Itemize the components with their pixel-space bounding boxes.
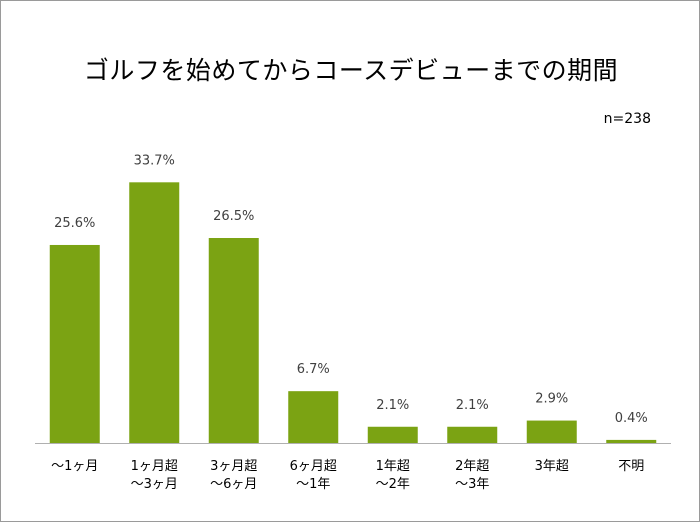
- value-label-6: 2.1%: [456, 398, 489, 413]
- category-label-4-line-2: ～1年: [296, 477, 330, 492]
- bar-2: [129, 182, 179, 443]
- chart-frame: ゴルフを始めてからコースデビューまでの期間 n=238 25.6% ～1ヶ月 33.…: [0, 0, 700, 522]
- value-label-2: 33.7%: [134, 153, 175, 168]
- category-label-6-line-2: ～3年: [455, 477, 489, 492]
- bar-5: [368, 427, 418, 443]
- category-label-7-line-1: 3年超: [535, 459, 569, 474]
- bar-7: [527, 421, 577, 443]
- category-label-8-line-1: 不明: [618, 459, 644, 474]
- bar-8: [606, 440, 656, 443]
- value-label-5: 2.1%: [376, 398, 409, 413]
- value-label-8: 0.4%: [615, 411, 648, 426]
- bar-chart: 25.6% ～1ヶ月 33.7% 1ヶ月超 ～3ヶ月 26.5% 3ヶ月超 ～6ヶ月 6.7% 6…: [1, 1, 699, 521]
- category-label-5-line-2: ～2年: [376, 477, 410, 492]
- category-label-1-line-1: ～1ヶ月: [51, 459, 98, 474]
- bar-6: [447, 427, 497, 443]
- category-label-2-line-2: ～3ヶ月: [131, 477, 178, 492]
- bar-3: [209, 238, 259, 443]
- value-label-1: 25.6%: [54, 216, 95, 231]
- category-label-4-line-1: 6ヶ月超: [290, 459, 337, 474]
- value-label-4: 6.7%: [297, 362, 330, 377]
- bar-1: [50, 245, 100, 443]
- category-label-3-line-2: ～6ヶ月: [210, 477, 257, 492]
- value-label-3: 26.5%: [213, 209, 254, 224]
- category-label-2-line-1: 1ヶ月超: [131, 459, 178, 474]
- category-label-3-line-1: 3ヶ月超: [210, 459, 257, 474]
- category-label-6-line-1: 2年超: [455, 459, 489, 474]
- bar-4: [288, 391, 338, 443]
- value-label-7: 2.9%: [535, 392, 568, 407]
- category-label-5-line-1: 1年超: [376, 459, 410, 474]
